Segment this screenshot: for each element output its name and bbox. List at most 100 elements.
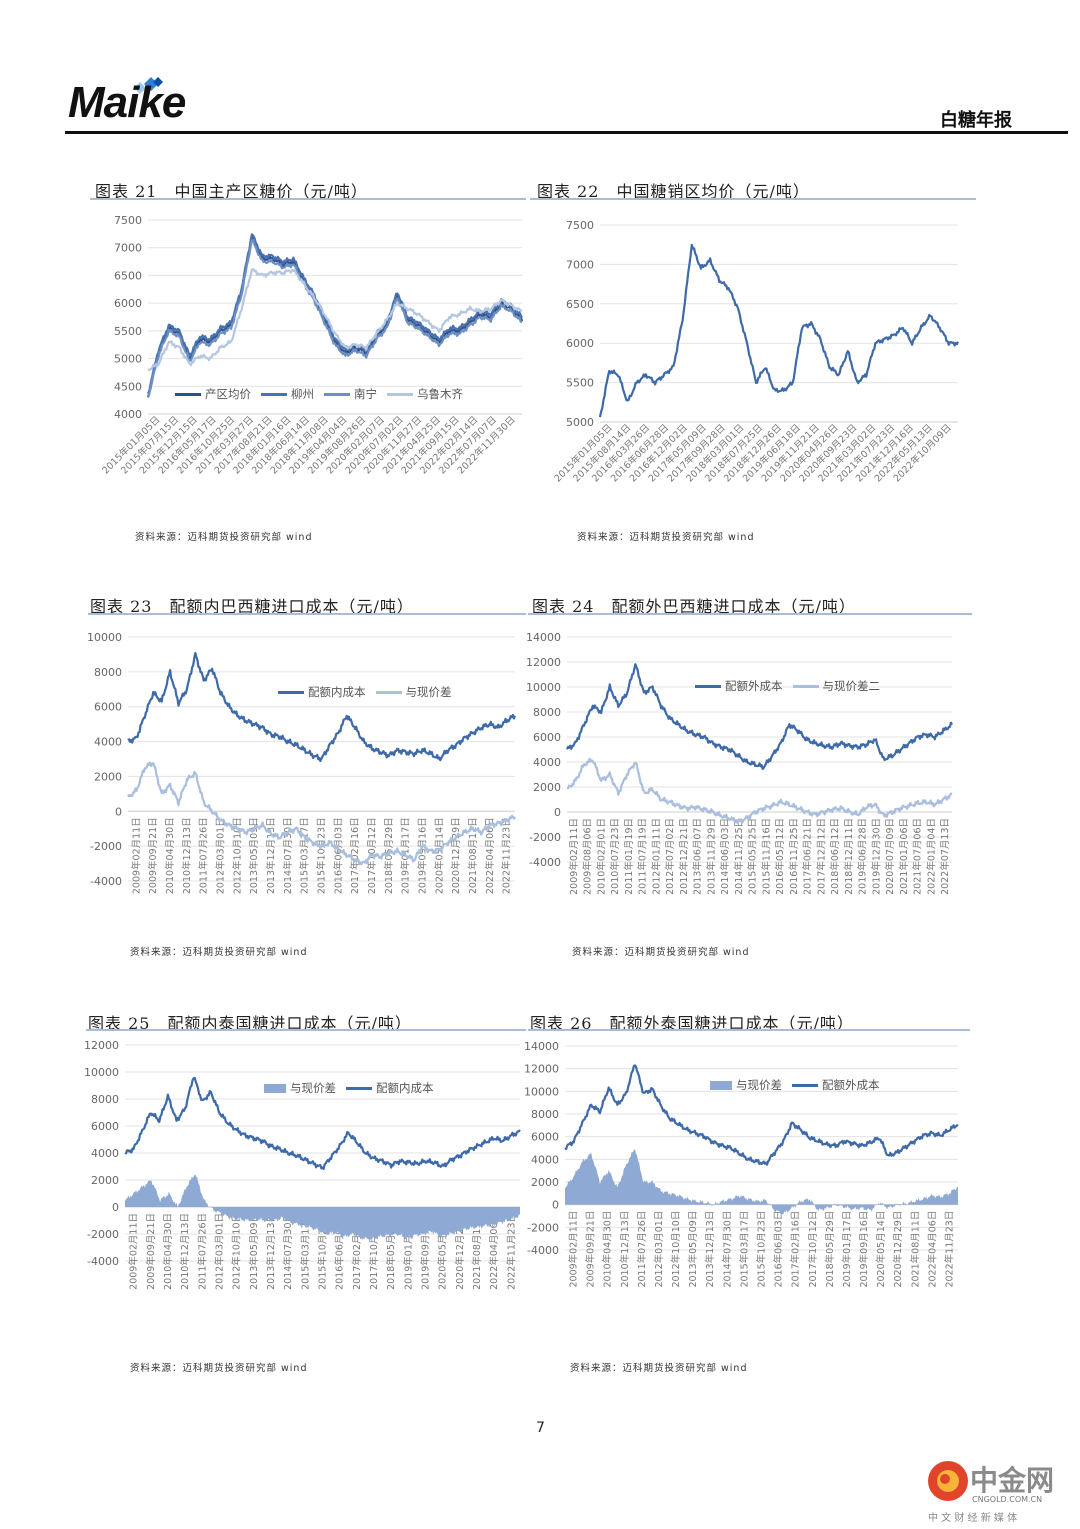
x-tick-label: 2019年09月16日 bbox=[416, 817, 428, 894]
series-area-0 bbox=[565, 1149, 958, 1215]
chart-title-22: 图表 22 中国糖销区均价（元/吨） bbox=[537, 182, 810, 201]
y-tick-label: 12000 bbox=[84, 1039, 119, 1052]
title-rule bbox=[90, 198, 526, 200]
y-tick-label: 8000 bbox=[531, 1108, 559, 1121]
watermark-tagline: 中 文 财 经 新 媒 体 bbox=[928, 1513, 1018, 1524]
series-line-1 bbox=[564, 1064, 959, 1166]
y-tick-label: 0 bbox=[112, 1201, 119, 1214]
y-tick-label: 7000 bbox=[114, 242, 142, 255]
y-tick-label: -2000 bbox=[529, 831, 561, 844]
legend-label: 产区均价 bbox=[205, 387, 251, 401]
x-tick-label: 2022年11月23日 bbox=[505, 1213, 517, 1290]
legend-label: 与现价差二 bbox=[822, 679, 881, 693]
x-tick-label: 2010年04月30日 bbox=[164, 817, 176, 894]
legend: 产区均价 柳州 南宁 乌鲁木齐 bbox=[175, 386, 469, 402]
x-tick-label: 2011年07月19日 bbox=[637, 818, 649, 895]
x-tick-label: 2009年09月21日 bbox=[585, 1211, 597, 1288]
watermark: 中金网 CNGOLD.COM.CN 中 文 财 经 新 媒 体 bbox=[920, 1455, 1070, 1525]
x-tick-label: 2015年03月17日 bbox=[738, 1211, 750, 1288]
chart-c21: 4000 4500 5000 5500 6000 6500 7000 7500 2015年01月… bbox=[90, 205, 530, 515]
y-tick-label: 2000 bbox=[531, 1176, 559, 1189]
watermark-url: CNGOLD.COM.CN bbox=[972, 1495, 1043, 1504]
x-tick-label: 2022年04月06日 bbox=[488, 1213, 500, 1290]
x-tick-label: 2011年07月26日 bbox=[196, 1213, 208, 1290]
x-tick-label: 2018年05月29日 bbox=[824, 1211, 836, 1288]
y-tick-label: 5500 bbox=[566, 377, 594, 390]
x-tick-label: 2018年06月12日 bbox=[829, 818, 841, 895]
x-tick-label: 2015年03月17日 bbox=[299, 1213, 311, 1290]
y-tick-label: 6000 bbox=[91, 1120, 119, 1133]
chart-svg: -4000 -2000 0 2000 4000 6000 8000 10000 2009年02月… bbox=[87, 631, 517, 894]
x-tick-label: 2012年03月01日 bbox=[215, 817, 227, 894]
chart-title-24: 图表 24 配额外巴西糖进口成本（元/吨） bbox=[532, 597, 856, 616]
chart-svg: 400045005000550060006500700075002015年01月… bbox=[100, 214, 524, 476]
x-tick-label: 2009年02月11日 bbox=[128, 1213, 140, 1290]
x-tick-label: 2016年06月03日 bbox=[332, 817, 344, 894]
x-tick-label: 2020年12月29日 bbox=[892, 1211, 904, 1288]
series-line-0 bbox=[146, 234, 524, 398]
y-tick-label: 6500 bbox=[566, 298, 594, 311]
x-tick-label: 2020年07月09日 bbox=[884, 818, 896, 895]
chart-title-26: 图表 26 配额外泰国糖进口成本（元/吨） bbox=[530, 1014, 854, 1033]
x-tick-label: 2019年09月16日 bbox=[858, 1211, 870, 1288]
x-tick-label: 2020年05月14日 bbox=[875, 1211, 887, 1288]
y-tick-label: 8000 bbox=[533, 706, 561, 719]
legend-swatch bbox=[346, 1086, 372, 1090]
logo: Maike bbox=[68, 78, 186, 127]
x-tick-label: 2011年01月19日 bbox=[623, 818, 635, 895]
x-tick-label: 2021年07月06日 bbox=[912, 818, 924, 895]
legend-swatch bbox=[710, 1080, 732, 1090]
y-tick-label: 10000 bbox=[526, 681, 561, 694]
x-tick-label: 2013年12月13日 bbox=[704, 1211, 716, 1288]
y-tick-label: 5000 bbox=[566, 416, 594, 429]
legend: 与现价差 配额内成本 bbox=[264, 1080, 440, 1096]
legend-label: 与现价差 bbox=[290, 1081, 336, 1095]
series-line-1 bbox=[147, 233, 523, 394]
legend-swatch bbox=[264, 1083, 286, 1093]
x-tick-label: 2012年10月10日 bbox=[231, 1213, 243, 1290]
page-number: 7 bbox=[536, 1420, 545, 1436]
x-tick-label: 2022年01月04日 bbox=[925, 818, 937, 895]
series-line-1 bbox=[124, 1076, 521, 1170]
chart-title-23: 图表 23 配额内巴西糖进口成本（元/吨） bbox=[90, 597, 414, 616]
x-tick-label: 2013年11月29日 bbox=[705, 818, 717, 895]
y-tick-label: 6000 bbox=[531, 1131, 559, 1144]
y-tick-label: -4000 bbox=[90, 875, 122, 888]
legend-label: 配额外成本 bbox=[725, 679, 783, 693]
x-tick-label: 2022年07月13日 bbox=[939, 818, 951, 895]
x-tick-label: 2009年09月21日 bbox=[147, 817, 159, 894]
legend-label: 乌鲁木齐 bbox=[417, 387, 463, 401]
x-tick-label: 2017年06月21日 bbox=[802, 818, 814, 895]
y-tick-label: 6000 bbox=[114, 297, 142, 310]
series-line-2 bbox=[147, 238, 523, 398]
x-tick-label: 2013年12月13日 bbox=[265, 1213, 277, 1290]
x-tick-label: 2017年02月16日 bbox=[349, 817, 361, 894]
series-line-0 bbox=[598, 243, 959, 418]
x-tick-label: 2010年04月30日 bbox=[602, 1211, 614, 1288]
x-tick-label: 2009年02月11日 bbox=[568, 818, 580, 895]
y-tick-label: 8000 bbox=[91, 1093, 119, 1106]
y-tick-label: 7500 bbox=[566, 219, 594, 232]
legend-swatch bbox=[792, 1083, 818, 1087]
y-tick-label: 4000 bbox=[531, 1153, 559, 1166]
x-tick-label: 2013年05月09日 bbox=[248, 1213, 260, 1290]
x-tick-label: 2009年08月06日 bbox=[582, 818, 594, 895]
legend-swatch bbox=[261, 392, 287, 396]
x-tick-label: 2015年10月23日 bbox=[316, 817, 328, 894]
chart-c22: 5000 5500 6000 6500 7000 7500 2015年01月05日 2015年… bbox=[535, 205, 975, 515]
legend-label: 配额内成本 bbox=[376, 1081, 434, 1095]
y-tick-label: 4000 bbox=[91, 1147, 119, 1160]
title-rule bbox=[86, 1029, 526, 1031]
y-tick-label: 2000 bbox=[533, 781, 561, 794]
x-tick-label: 2012年01月11日 bbox=[650, 818, 662, 895]
y-tick-label: 10000 bbox=[87, 631, 122, 644]
x-tick-label: 2014年07月30日 bbox=[721, 1211, 733, 1288]
x-tick-label: 2020年05月14日 bbox=[433, 817, 445, 894]
title-rule bbox=[530, 198, 976, 200]
legend-swatch bbox=[375, 690, 402, 694]
x-tick-label: 2016年11月25日 bbox=[788, 818, 800, 895]
x-tick-label: 2009年09月21日 bbox=[145, 1213, 157, 1290]
y-tick-label: -2000 bbox=[90, 840, 122, 853]
y-tick-label: 12000 bbox=[524, 1063, 559, 1076]
x-tick-label: 2019年01月17日 bbox=[841, 1211, 853, 1288]
